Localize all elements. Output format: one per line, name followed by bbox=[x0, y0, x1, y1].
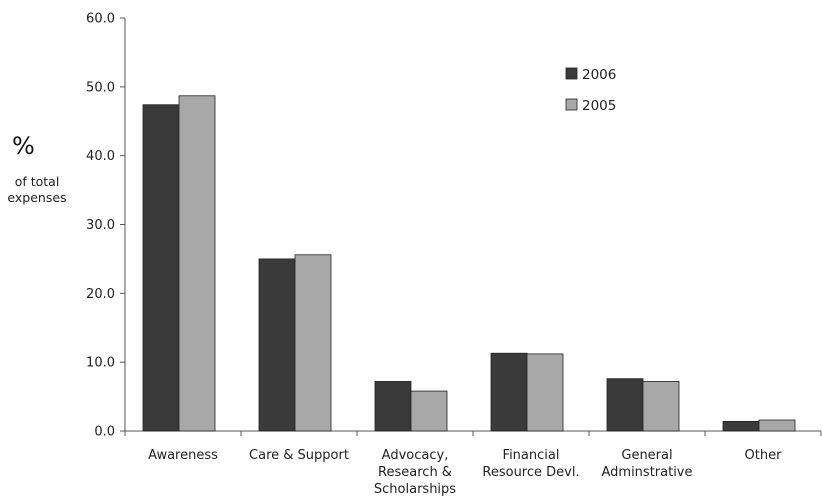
y-tick-label: 60.0 bbox=[86, 12, 115, 27]
y-tick-label: 0.0 bbox=[94, 425, 115, 440]
x-category-label-line: Financial bbox=[503, 448, 560, 463]
y-tick-label: 30.0 bbox=[86, 218, 115, 233]
bar-2006 bbox=[142, 104, 180, 432]
y-axis-symbol: % bbox=[12, 132, 35, 160]
legend-swatch-2006 bbox=[565, 67, 578, 80]
bar-2005 bbox=[526, 353, 564, 432]
bar-2006 bbox=[606, 378, 644, 432]
y-tick-label: 40.0 bbox=[86, 149, 115, 164]
bar-2006 bbox=[490, 352, 528, 432]
x-axis-labels: Awareness Care & Support Advocacy, Research… bbox=[148, 448, 782, 497]
x-category-label-line: Scholarships bbox=[374, 482, 456, 497]
x-category-label: Financial Resource Devl. bbox=[482, 448, 579, 480]
x-category-label-line: Adminstrative bbox=[601, 465, 692, 480]
bar-2005 bbox=[758, 419, 796, 432]
x-category-label-line: Research & bbox=[378, 465, 452, 480]
y-tick-label: 10.0 bbox=[86, 356, 115, 371]
bar-2006 bbox=[258, 258, 296, 432]
x-category-label-line: Advocacy, bbox=[382, 448, 449, 463]
x-category-label-line: Resource Devl. bbox=[482, 465, 579, 480]
y-axis-label-line-1: of total bbox=[14, 174, 60, 189]
x-category-label: Awareness bbox=[148, 448, 218, 463]
legend-swatch-2005 bbox=[565, 98, 578, 111]
x-category-label: General Adminstrative bbox=[601, 448, 692, 480]
axes bbox=[120, 17, 822, 436]
bar-2006 bbox=[374, 381, 412, 432]
y-axis-labels: 0.0 10.0 20.0 30.0 40.0 50.0 60.0 bbox=[86, 12, 115, 440]
x-category-label: Other bbox=[745, 448, 783, 463]
x-category-label: Care & Support bbox=[249, 448, 349, 463]
bar-2005 bbox=[294, 254, 332, 432]
bar-2005 bbox=[410, 390, 448, 432]
bar-2006 bbox=[722, 420, 760, 432]
y-tick-label: 20.0 bbox=[86, 287, 115, 302]
x-category-label-line: Care & Support bbox=[249, 448, 349, 463]
bars bbox=[142, 95, 796, 432]
legend-label-2005: 2005 bbox=[582, 98, 616, 114]
y-axis-label-line-2: expenses bbox=[7, 190, 67, 205]
legend-label-2006: 2006 bbox=[582, 67, 616, 83]
x-category-label-line: Awareness bbox=[148, 448, 218, 463]
bar-2005 bbox=[642, 381, 680, 432]
x-category-label-line: General bbox=[621, 448, 672, 463]
y-axis-label: of total expenses bbox=[0, 174, 74, 206]
x-category-label: Advocacy, Research & Scholarships bbox=[374, 448, 456, 497]
legend: 2006 2005 bbox=[565, 67, 616, 114]
bar-2005 bbox=[178, 95, 216, 432]
y-tick-label: 50.0 bbox=[86, 80, 115, 95]
x-category-label-line: Other bbox=[745, 448, 783, 463]
